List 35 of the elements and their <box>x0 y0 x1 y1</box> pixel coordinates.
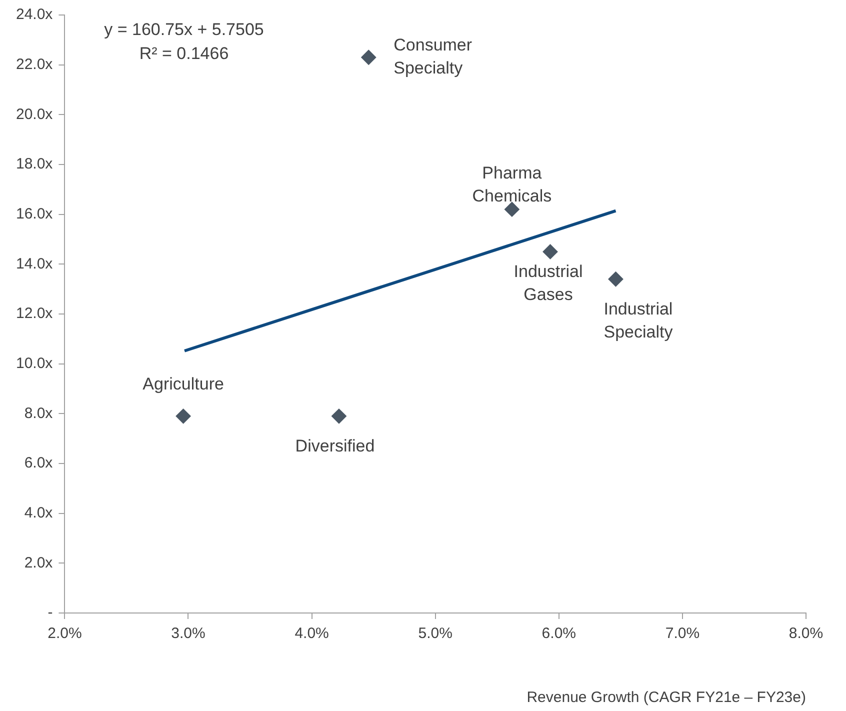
annotation: Consumer Specialty <box>394 36 472 78</box>
annotation: R² = 0.1466 <box>139 44 229 64</box>
point <box>504 202 520 217</box>
annotation: Agriculture <box>142 374 224 394</box>
y-tick-label: 16.0x <box>16 205 54 222</box>
x-tick-label: 8.0% <box>788 625 824 642</box>
x-tick-label: 3.0% <box>171 625 206 642</box>
annotation: Diversified <box>295 436 375 456</box>
point <box>361 50 376 65</box>
x-tick-label: 6.0% <box>542 625 576 642</box>
x-tick-label: 4.0% <box>294 625 329 642</box>
annotation: Industrial Specialty <box>604 299 674 342</box>
x-tick-label: 2.0% <box>48 625 82 642</box>
y-tick-label: 22.0x <box>16 56 54 73</box>
y-tick-label: - <box>48 604 53 622</box>
x-axis-title: Revenue Growth (CAGR FY21e – FY23e) <box>526 689 806 706</box>
annotation: Industrial Gases <box>514 262 583 304</box>
y-tick-label: 24.0x <box>16 6 54 24</box>
y-tick-label: 12.0x <box>16 305 54 322</box>
y-tick-label: 4.0x <box>24 504 54 522</box>
y-tick-label: 8.0x <box>24 404 54 422</box>
annotation: Pharma Chemicals <box>472 164 552 206</box>
annotation: y = 160.75x + 5.7505 <box>104 20 264 40</box>
y-tick-label: 14.0x <box>16 255 54 272</box>
y-tick-label: 18.0x <box>16 156 54 173</box>
point <box>542 244 558 260</box>
x-tick-label: 5.0% <box>418 625 452 642</box>
point <box>331 408 346 424</box>
y-tick-label: 6.0x <box>24 454 54 472</box>
y-tick-label: 2.0x <box>24 554 54 572</box>
y-tick-label: 10.0x <box>16 354 54 372</box>
y-tick-label: 20.0x <box>16 106 54 123</box>
x-tick-label: 7.0% <box>665 625 700 642</box>
point <box>608 272 624 287</box>
point <box>176 408 191 424</box>
